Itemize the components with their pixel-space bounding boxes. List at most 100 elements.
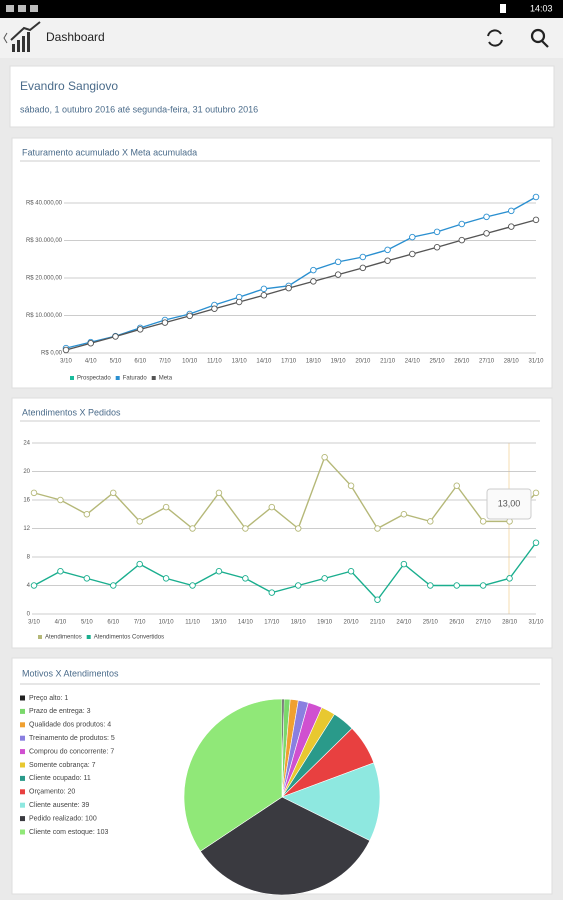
x-tick-label: 14/10 bbox=[256, 359, 272, 365]
point bbox=[87, 340, 94, 347]
x-tick-label: 17/10 bbox=[264, 620, 280, 626]
app-icon bbox=[10, 21, 41, 52]
point bbox=[508, 223, 515, 230]
point bbox=[359, 264, 367, 272]
x-tick-label: 7/10 bbox=[134, 620, 146, 626]
point bbox=[112, 333, 119, 340]
x-tick-label: 20/10 bbox=[344, 620, 360, 626]
point bbox=[162, 575, 170, 582]
legend-swatch bbox=[38, 635, 42, 639]
x-tick-label: 26/10 bbox=[454, 359, 470, 365]
point bbox=[453, 482, 460, 490]
x-tick-label: 14/10 bbox=[238, 620, 254, 626]
point bbox=[235, 298, 243, 306]
refresh-button[interactable] bbox=[487, 29, 503, 47]
point bbox=[321, 575, 328, 582]
tooltip-text: 13,00 bbox=[498, 498, 521, 508]
point bbox=[136, 518, 143, 525]
point bbox=[136, 326, 144, 333]
x-tick-label: 28/10 bbox=[504, 359, 520, 365]
point bbox=[433, 243, 441, 251]
point bbox=[483, 213, 490, 221]
point bbox=[285, 284, 292, 292]
y-tick-label: R$ 0,00 bbox=[41, 351, 63, 357]
pie-slice bbox=[183, 698, 283, 852]
series-line bbox=[65, 219, 537, 351]
x-tick-label: 27/10 bbox=[476, 620, 492, 626]
point bbox=[260, 285, 268, 293]
legend-label: Pedido realizado: 100 bbox=[29, 815, 97, 822]
legend-label: Preço alto: 1 bbox=[29, 695, 68, 702]
legend-label: Treinamento de produtos: 5 bbox=[29, 735, 115, 742]
x-tick-label: 21/10 bbox=[380, 359, 396, 365]
legend-label: Somente cobrança: 7 bbox=[29, 762, 96, 769]
legend-label: Atendimentos bbox=[45, 635, 82, 641]
x-tick-label: 3/10 bbox=[28, 620, 40, 626]
search-button[interactable] bbox=[530, 28, 549, 48]
legend-swatch bbox=[20, 816, 25, 822]
x-tick-label: 13/10 bbox=[232, 359, 248, 365]
point bbox=[359, 253, 367, 261]
legend-swatch bbox=[20, 735, 25, 741]
y-tick-label: 0 bbox=[27, 612, 31, 618]
point bbox=[458, 236, 466, 244]
point bbox=[409, 250, 416, 258]
x-tick-label: 13/10 bbox=[211, 620, 227, 626]
point bbox=[189, 525, 196, 532]
point bbox=[30, 489, 38, 497]
point bbox=[409, 233, 416, 241]
chart-title: Atendimentos X Pedidos bbox=[22, 407, 121, 417]
x-tick-label: 5/10 bbox=[110, 359, 122, 365]
point bbox=[57, 496, 64, 504]
point bbox=[532, 216, 540, 224]
point bbox=[427, 582, 434, 589]
legend-swatch bbox=[20, 708, 25, 714]
chart-card bbox=[11, 397, 553, 649]
x-tick-label: 20/10 bbox=[355, 359, 371, 365]
point bbox=[384, 257, 391, 265]
chart-card bbox=[11, 137, 553, 389]
y-tick-label: R$ 10.000,00 bbox=[26, 313, 63, 319]
point bbox=[427, 518, 434, 525]
clock: 14:03 bbox=[530, 3, 553, 13]
point bbox=[294, 525, 302, 532]
notification-icon bbox=[6, 5, 14, 12]
pie-slice bbox=[281, 762, 381, 841]
point bbox=[532, 193, 540, 201]
legend-swatch bbox=[151, 376, 156, 380]
point bbox=[400, 560, 408, 568]
point bbox=[374, 525, 381, 532]
legend-swatch bbox=[70, 376, 74, 380]
y-tick-label: 24 bbox=[23, 441, 30, 447]
chart-title: Motivos X Atendimentos bbox=[22, 668, 119, 678]
point bbox=[186, 312, 193, 320]
profile-card bbox=[9, 65, 555, 128]
legend-swatch bbox=[20, 749, 25, 755]
point bbox=[161, 319, 169, 326]
point bbox=[532, 489, 540, 497]
point bbox=[347, 482, 355, 490]
point bbox=[62, 346, 70, 354]
tooltip bbox=[486, 488, 532, 520]
x-tick-label: 5/10 bbox=[81, 620, 93, 626]
back-button[interactable] bbox=[3, 32, 8, 44]
y-tick-label: 4 bbox=[27, 583, 31, 589]
point bbox=[110, 582, 117, 589]
x-tick-label: 11/10 bbox=[185, 620, 200, 626]
point bbox=[334, 271, 342, 278]
point bbox=[268, 503, 276, 511]
legend-label: Cliente com estoque: 103 bbox=[29, 829, 108, 836]
legend-label: Prospectado bbox=[77, 376, 111, 382]
x-tick-label: 4/10 bbox=[85, 359, 97, 365]
series-line bbox=[33, 542, 537, 601]
x-tick-label: 6/10 bbox=[134, 359, 146, 365]
point bbox=[483, 230, 490, 237]
point bbox=[215, 489, 223, 497]
legend-label: Meta bbox=[159, 376, 173, 382]
x-tick-label: 4/10 bbox=[55, 620, 67, 626]
x-tick-label: 25/10 bbox=[430, 359, 446, 365]
legend-swatch bbox=[115, 376, 120, 380]
x-tick-label: 25/10 bbox=[423, 620, 439, 626]
battery-icon bbox=[500, 4, 506, 13]
